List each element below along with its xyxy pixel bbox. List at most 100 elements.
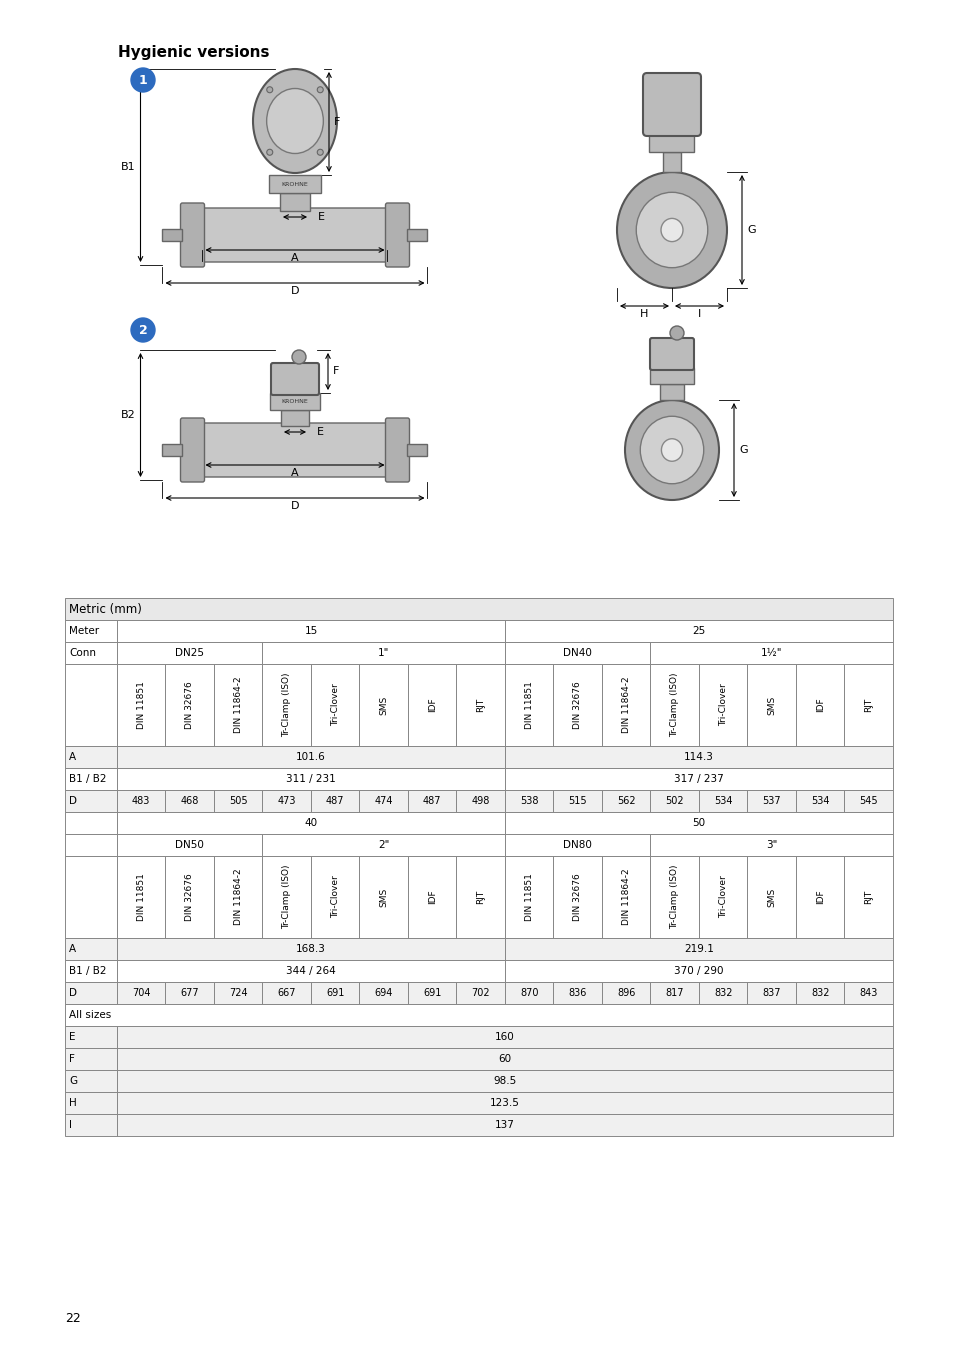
Text: DIN 11864-2: DIN 11864-2 — [621, 676, 630, 733]
Bar — [65, 1004, 892, 1026]
Bar — [795, 664, 843, 747]
Text: G: G — [69, 1076, 77, 1085]
Bar — [504, 981, 553, 1004]
Bar — [747, 664, 795, 747]
Bar — [650, 981, 699, 1004]
Bar — [311, 856, 359, 938]
Text: 1: 1 — [138, 73, 147, 86]
Bar — [456, 790, 504, 811]
Bar — [262, 856, 311, 938]
Bar — [650, 790, 699, 811]
Text: Hygienic versions: Hygienic versions — [118, 45, 269, 59]
Text: 474: 474 — [375, 796, 393, 806]
Text: 50: 50 — [692, 818, 705, 828]
FancyBboxPatch shape — [199, 208, 390, 262]
Bar — [456, 856, 504, 938]
Bar — [65, 1004, 892, 1026]
Text: 498: 498 — [471, 796, 490, 806]
Bar — [262, 643, 504, 664]
Text: B1 / B2: B1 / B2 — [69, 967, 107, 976]
Bar — [65, 834, 117, 856]
Bar — [117, 811, 504, 834]
Bar — [747, 790, 795, 811]
Bar — [117, 620, 504, 643]
Bar — [650, 643, 892, 664]
Bar — [280, 193, 310, 211]
Bar — [699, 981, 747, 1004]
Text: KROHNE: KROHNE — [281, 400, 308, 404]
Text: 114.3: 114.3 — [683, 752, 713, 761]
Bar — [650, 834, 892, 856]
Bar — [65, 856, 117, 938]
Bar — [262, 790, 311, 811]
Text: 562: 562 — [617, 796, 635, 806]
Text: All sizes: All sizes — [69, 1010, 112, 1021]
Text: 694: 694 — [375, 988, 393, 998]
FancyBboxPatch shape — [271, 363, 318, 396]
Bar — [65, 664, 117, 747]
Bar — [504, 768, 892, 790]
Text: F: F — [69, 1054, 74, 1064]
Text: DN25: DN25 — [175, 648, 204, 657]
Bar — [65, 790, 117, 811]
Bar — [795, 981, 843, 1004]
Text: 667: 667 — [277, 988, 295, 998]
Bar — [65, 1092, 117, 1114]
Text: H: H — [639, 309, 648, 319]
Bar — [65, 768, 117, 790]
Bar — [699, 790, 747, 811]
Bar — [601, 664, 650, 747]
Bar — [699, 664, 747, 747]
Bar — [117, 790, 165, 811]
Bar — [359, 856, 408, 938]
Bar — [117, 1071, 892, 1092]
Bar — [117, 1071, 892, 1092]
Text: 317 / 237: 317 / 237 — [674, 774, 723, 784]
Text: DN80: DN80 — [562, 840, 592, 850]
Text: 123.5: 123.5 — [490, 1098, 519, 1108]
Text: D: D — [291, 501, 299, 512]
Text: 691: 691 — [326, 988, 344, 998]
Bar — [699, 664, 747, 747]
Text: DIN 11851: DIN 11851 — [524, 680, 533, 729]
Bar — [117, 938, 504, 960]
Bar — [213, 790, 262, 811]
Bar — [262, 664, 311, 747]
Text: SMS: SMS — [379, 887, 388, 907]
Text: 843: 843 — [859, 988, 877, 998]
Bar — [601, 790, 650, 811]
Text: 702: 702 — [471, 988, 490, 998]
Text: 344 / 264: 344 / 264 — [286, 967, 335, 976]
Bar — [359, 981, 408, 1004]
Bar — [553, 856, 601, 938]
Bar — [553, 790, 601, 811]
Bar — [117, 1092, 892, 1114]
FancyBboxPatch shape — [642, 73, 700, 136]
Bar — [504, 620, 892, 643]
Text: 370 / 290: 370 / 290 — [674, 967, 723, 976]
Text: 219.1: 219.1 — [683, 944, 713, 954]
Text: SMS: SMS — [766, 887, 776, 907]
Bar — [699, 790, 747, 811]
Bar — [117, 834, 262, 856]
Ellipse shape — [660, 439, 681, 462]
Text: 60: 60 — [497, 1054, 511, 1064]
Bar — [408, 981, 456, 1004]
Text: A: A — [69, 752, 76, 761]
Text: G: G — [747, 225, 756, 235]
Bar — [504, 811, 892, 834]
Text: 3": 3" — [765, 840, 777, 850]
Bar — [650, 856, 699, 938]
Bar — [359, 790, 408, 811]
Ellipse shape — [253, 69, 336, 173]
Bar — [747, 981, 795, 1004]
Bar — [262, 834, 504, 856]
Text: 677: 677 — [180, 988, 199, 998]
Text: 25: 25 — [692, 626, 705, 636]
Bar — [359, 790, 408, 811]
Bar — [65, 981, 117, 1004]
Bar — [117, 981, 165, 1004]
Bar — [456, 664, 504, 747]
Bar — [601, 790, 650, 811]
Bar — [270, 393, 319, 410]
